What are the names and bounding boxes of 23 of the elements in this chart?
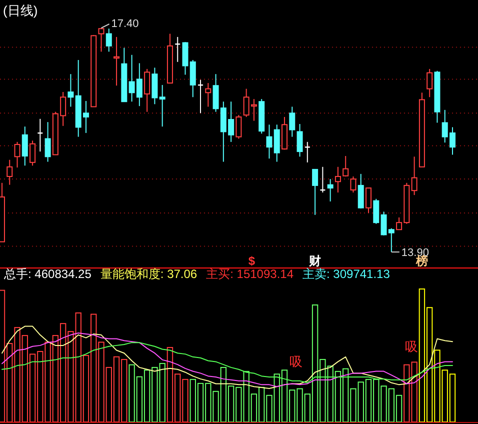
- candlestick: [274, 124, 280, 162]
- text: $: [248, 254, 256, 268]
- candlestick: [6, 159, 13, 186]
- candlestick: [68, 74, 74, 108]
- annotation: 17.40: [111, 18, 139, 30]
- candlestick: [266, 124, 272, 160]
- candlestick: [289, 106, 296, 138]
- candlestick: [44, 122, 51, 162]
- text: 主买: 151093.14: [206, 267, 294, 281]
- candlestick: [114, 36, 120, 86]
- candlestick: [296, 124, 303, 158]
- annotation: 吸: [289, 354, 302, 369]
- candlestick: [426, 68, 433, 98]
- candlestick: [205, 82, 212, 108]
- text: 财: [308, 254, 322, 268]
- candlestick: [22, 126, 28, 166]
- chart-title: (日线): [3, 3, 38, 18]
- text: 量能饱和度: 37.06: [100, 267, 198, 281]
- candlestick: [327, 178, 334, 202]
- candlestick: [159, 84, 166, 128]
- annotation: 吸: [404, 339, 418, 354]
- text: 总手: 460834.25: [3, 267, 92, 281]
- text: 主卖: 309741.13: [302, 267, 390, 281]
